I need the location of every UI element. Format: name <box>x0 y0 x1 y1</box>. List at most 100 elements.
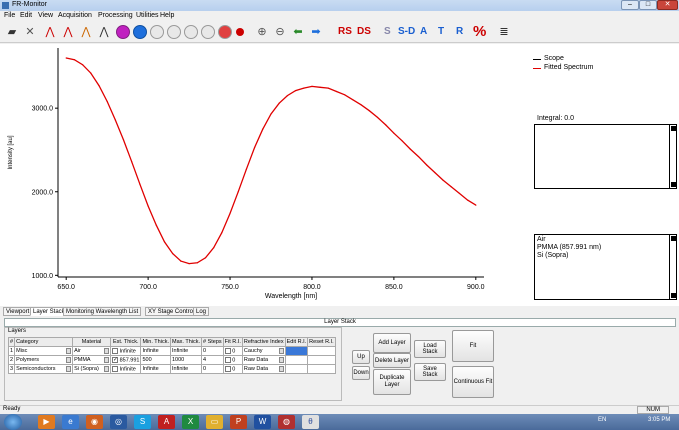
record-icon[interactable] <box>116 25 130 39</box>
dot-icon[interactable] <box>236 28 244 36</box>
dropdown-arrow-icon[interactable] <box>278 357 284 363</box>
taskbar-folder-icon[interactable]: ▭ <box>206 415 223 429</box>
taskbar-recorder-icon[interactable]: ◍ <box>278 415 295 429</box>
material-select[interactable]: PMMA <box>72 355 112 365</box>
save-stack-button[interactable]: Save Stack <box>414 363 446 381</box>
taskbar-firefox-icon[interactable]: ◉ <box>86 415 103 429</box>
t-button[interactable]: T <box>438 26 445 37</box>
taskbar-skype-icon[interactable]: S <box>134 415 151 429</box>
peaks-icon[interactable]: ⋀ <box>81 26 91 38</box>
min-thick-cell[interactable]: Infinite <box>140 346 171 356</box>
continuous-fit-button[interactable]: Continuous Fit <box>452 366 494 398</box>
tab-log[interactable]: Log <box>193 307 210 316</box>
menu-view[interactable]: View <box>38 12 54 19</box>
taskbar-frmonitor-icon[interactable]: θ <box>302 415 319 429</box>
integral-panel[interactable] <box>534 124 677 189</box>
min-thick-cell[interactable]: 500 <box>140 355 171 365</box>
max-thick-cell[interactable]: Infinite <box>169 346 203 356</box>
duplicate-layer-button[interactable]: Duplicate Layer <box>373 369 411 395</box>
edit-ri-button[interactable] <box>284 355 309 365</box>
spectrum-icon[interactable]: ⋀ <box>45 26 55 38</box>
est-thick-cell[interactable]: Infinite <box>110 364 142 374</box>
material-select[interactable]: Si (Sopra) <box>72 364 112 374</box>
est-thick-cell[interactable]: ✓ 857.991 <box>110 355 142 365</box>
dropdown-arrow-icon[interactable] <box>104 348 110 354</box>
dropdown-arrow-icon[interactable] <box>66 366 72 372</box>
fit-ri-cell[interactable]: 0 <box>222 346 243 356</box>
maximize-button[interactable]: □ <box>639 0 657 10</box>
reset-ri-button[interactable] <box>307 355 336 365</box>
est-thick-checkbox-checked[interactable]: ✓ <box>112 356 119 363</box>
tray-language[interactable]: EN <box>598 417 607 423</box>
rs-button[interactable]: RS <box>338 26 352 37</box>
close-button[interactable]: ✕ <box>657 0 678 10</box>
open-icon[interactable]: ▰ <box>7 26 17 38</box>
a-button[interactable]: A <box>420 26 428 37</box>
disabled-button-4-icon[interactable] <box>201 25 215 39</box>
min-thick-cell[interactable]: Infinite <box>140 364 171 374</box>
taskbar-excel-icon[interactable]: X <box>182 415 199 429</box>
fit-ri-checkbox[interactable] <box>224 356 231 363</box>
tools-icon[interactable]: ✕ <box>25 26 35 38</box>
table-row[interactable]: 2 Polymers PMMA ✓ 857.991 500 1000 4 0 R… <box>7 355 336 365</box>
add-layer-button[interactable]: Add Layer <box>373 333 411 353</box>
multi-spectrum-icon[interactable]: ⋀ <box>99 26 109 38</box>
r-button[interactable]: R <box>456 26 464 37</box>
table-row[interactable]: 1 Misc Air Infinite Infinite Infinite 0 … <box>7 346 336 356</box>
edit-ri-button[interactable] <box>284 364 309 374</box>
zoom-in-icon[interactable]: ⊕ <box>257 26 267 38</box>
s-button[interactable]: S <box>384 26 391 37</box>
spectrum-alt-icon[interactable]: ⋀ <box>63 26 73 38</box>
reset-ri-button[interactable] <box>307 364 336 374</box>
est-thick-checkbox[interactable] <box>112 347 119 354</box>
taskbar-media-icon[interactable]: ▶ <box>38 415 55 429</box>
taskbar-powerpoint-icon[interactable]: P <box>230 415 247 429</box>
s-d-button[interactable]: S-D <box>398 26 416 37</box>
tab-xy-stage-control[interactable]: XY Stage Control <box>145 307 198 316</box>
reset-ri-button[interactable] <box>307 346 336 356</box>
menu-edit[interactable]: Edit <box>20 12 33 19</box>
taskbar-app-icon[interactable]: ◎ <box>110 415 127 429</box>
edit-ri-button[interactable] <box>284 346 309 356</box>
ri-select[interactable]: Cauchy <box>241 346 286 356</box>
integral-scrollbar[interactable] <box>669 125 676 188</box>
dropdown-arrow-icon[interactable] <box>104 357 110 363</box>
move-up-button[interactable]: Up <box>352 350 370 364</box>
tab-viewport[interactable]: Viewport <box>3 307 33 316</box>
stack-icon[interactable]: ≣ <box>499 26 509 38</box>
menu-processing[interactable]: Processing <box>98 12 133 19</box>
max-thick-cell[interactable]: Infinite <box>169 364 203 374</box>
max-thick-cell[interactable]: 1000 <box>169 355 203 365</box>
start-button[interactable] <box>4 414 22 430</box>
delete-layer-button[interactable]: Delete Layer <box>373 353 411 368</box>
move-down-button[interactable]: Down <box>352 366 370 380</box>
fit-ri-checkbox[interactable] <box>224 347 231 354</box>
table-row[interactable]: 3 Semiconductors Si (Sopra) Infinite Inf… <box>7 364 336 374</box>
dropdown-arrow-icon[interactable] <box>278 348 284 354</box>
stack-list-scrollbar[interactable] <box>669 235 676 299</box>
taskbar-pdf-icon[interactable]: A <box>158 415 175 429</box>
disabled-button-2-icon[interactable] <box>167 25 181 39</box>
material-select[interactable]: Air <box>72 346 112 356</box>
arrow-right-icon[interactable]: ➡ <box>311 26 321 38</box>
category-select[interactable]: Polymers <box>14 355 74 365</box>
percent-button[interactable]: % <box>473 23 487 40</box>
est-thick-cell[interactable]: Infinite <box>110 346 142 356</box>
ds-button[interactable]: DS <box>357 26 371 37</box>
zoom-out-icon[interactable]: ⊖ <box>275 26 285 38</box>
tab-monitoring-wavelength-list[interactable]: Monitoring Wavelength List <box>63 307 142 316</box>
dropdown-arrow-icon[interactable] <box>66 348 72 354</box>
category-select[interactable]: Misc <box>14 346 74 356</box>
fit-ri-checkbox[interactable] <box>224 365 231 372</box>
est-thick-checkbox[interactable] <box>112 365 119 372</box>
menu-help[interactable]: Help <box>160 12 175 19</box>
ri-select[interactable]: Raw Data <box>241 355 286 365</box>
menu-file[interactable]: File <box>4 12 16 19</box>
play-icon[interactable] <box>133 25 147 39</box>
menu-utilities[interactable]: Utilities <box>136 12 159 19</box>
taskbar-browser-icon[interactable]: e <box>62 415 79 429</box>
dropdown-arrow-icon[interactable] <box>66 357 72 363</box>
stop-icon[interactable] <box>218 25 232 39</box>
dropdown-arrow-icon[interactable] <box>278 366 284 372</box>
disabled-button-1-icon[interactable] <box>150 25 164 39</box>
